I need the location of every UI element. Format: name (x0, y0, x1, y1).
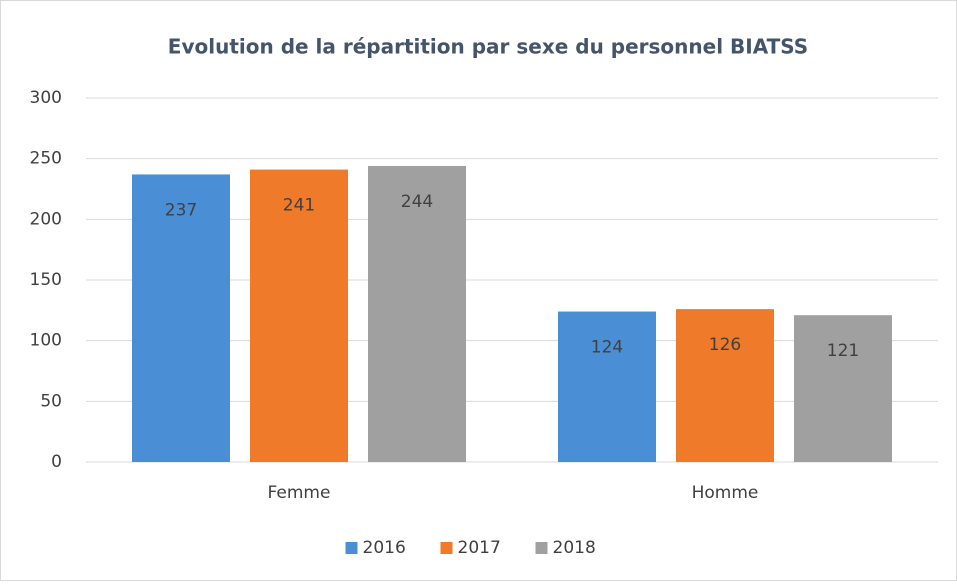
legend-swatch (345, 542, 358, 554)
x-tick-label: Homme (692, 483, 759, 503)
data-label: 237 (165, 200, 197, 220)
legend-swatch (440, 542, 453, 554)
chart-title: Evolution de la répartition par sexe du … (168, 35, 808, 59)
y-tick-label: 150 (30, 270, 62, 290)
y-tick-label: 300 (30, 88, 62, 108)
y-tick-label: 100 (30, 331, 62, 351)
legend-label: 2016 (363, 538, 406, 558)
bar (558, 311, 656, 462)
y-tick-label: 50 (40, 391, 62, 411)
y-tick-label: 200 (30, 209, 62, 229)
data-label: 241 (283, 196, 315, 216)
bar (676, 309, 774, 462)
bar (250, 169, 348, 462)
y-tick-label: 0 (51, 452, 62, 472)
bar (368, 165, 466, 463)
data-label: 124 (591, 338, 623, 358)
legend-swatch (535, 542, 548, 554)
legend-label: 2017 (458, 538, 501, 558)
bar (794, 315, 892, 462)
data-label: 126 (709, 335, 741, 355)
x-tick-label: Femme (268, 483, 331, 503)
bar (132, 174, 230, 462)
data-label: 121 (827, 341, 859, 361)
legend-label: 2018 (553, 538, 596, 558)
y-tick-label: 250 (30, 149, 62, 169)
data-label: 244 (401, 192, 433, 212)
